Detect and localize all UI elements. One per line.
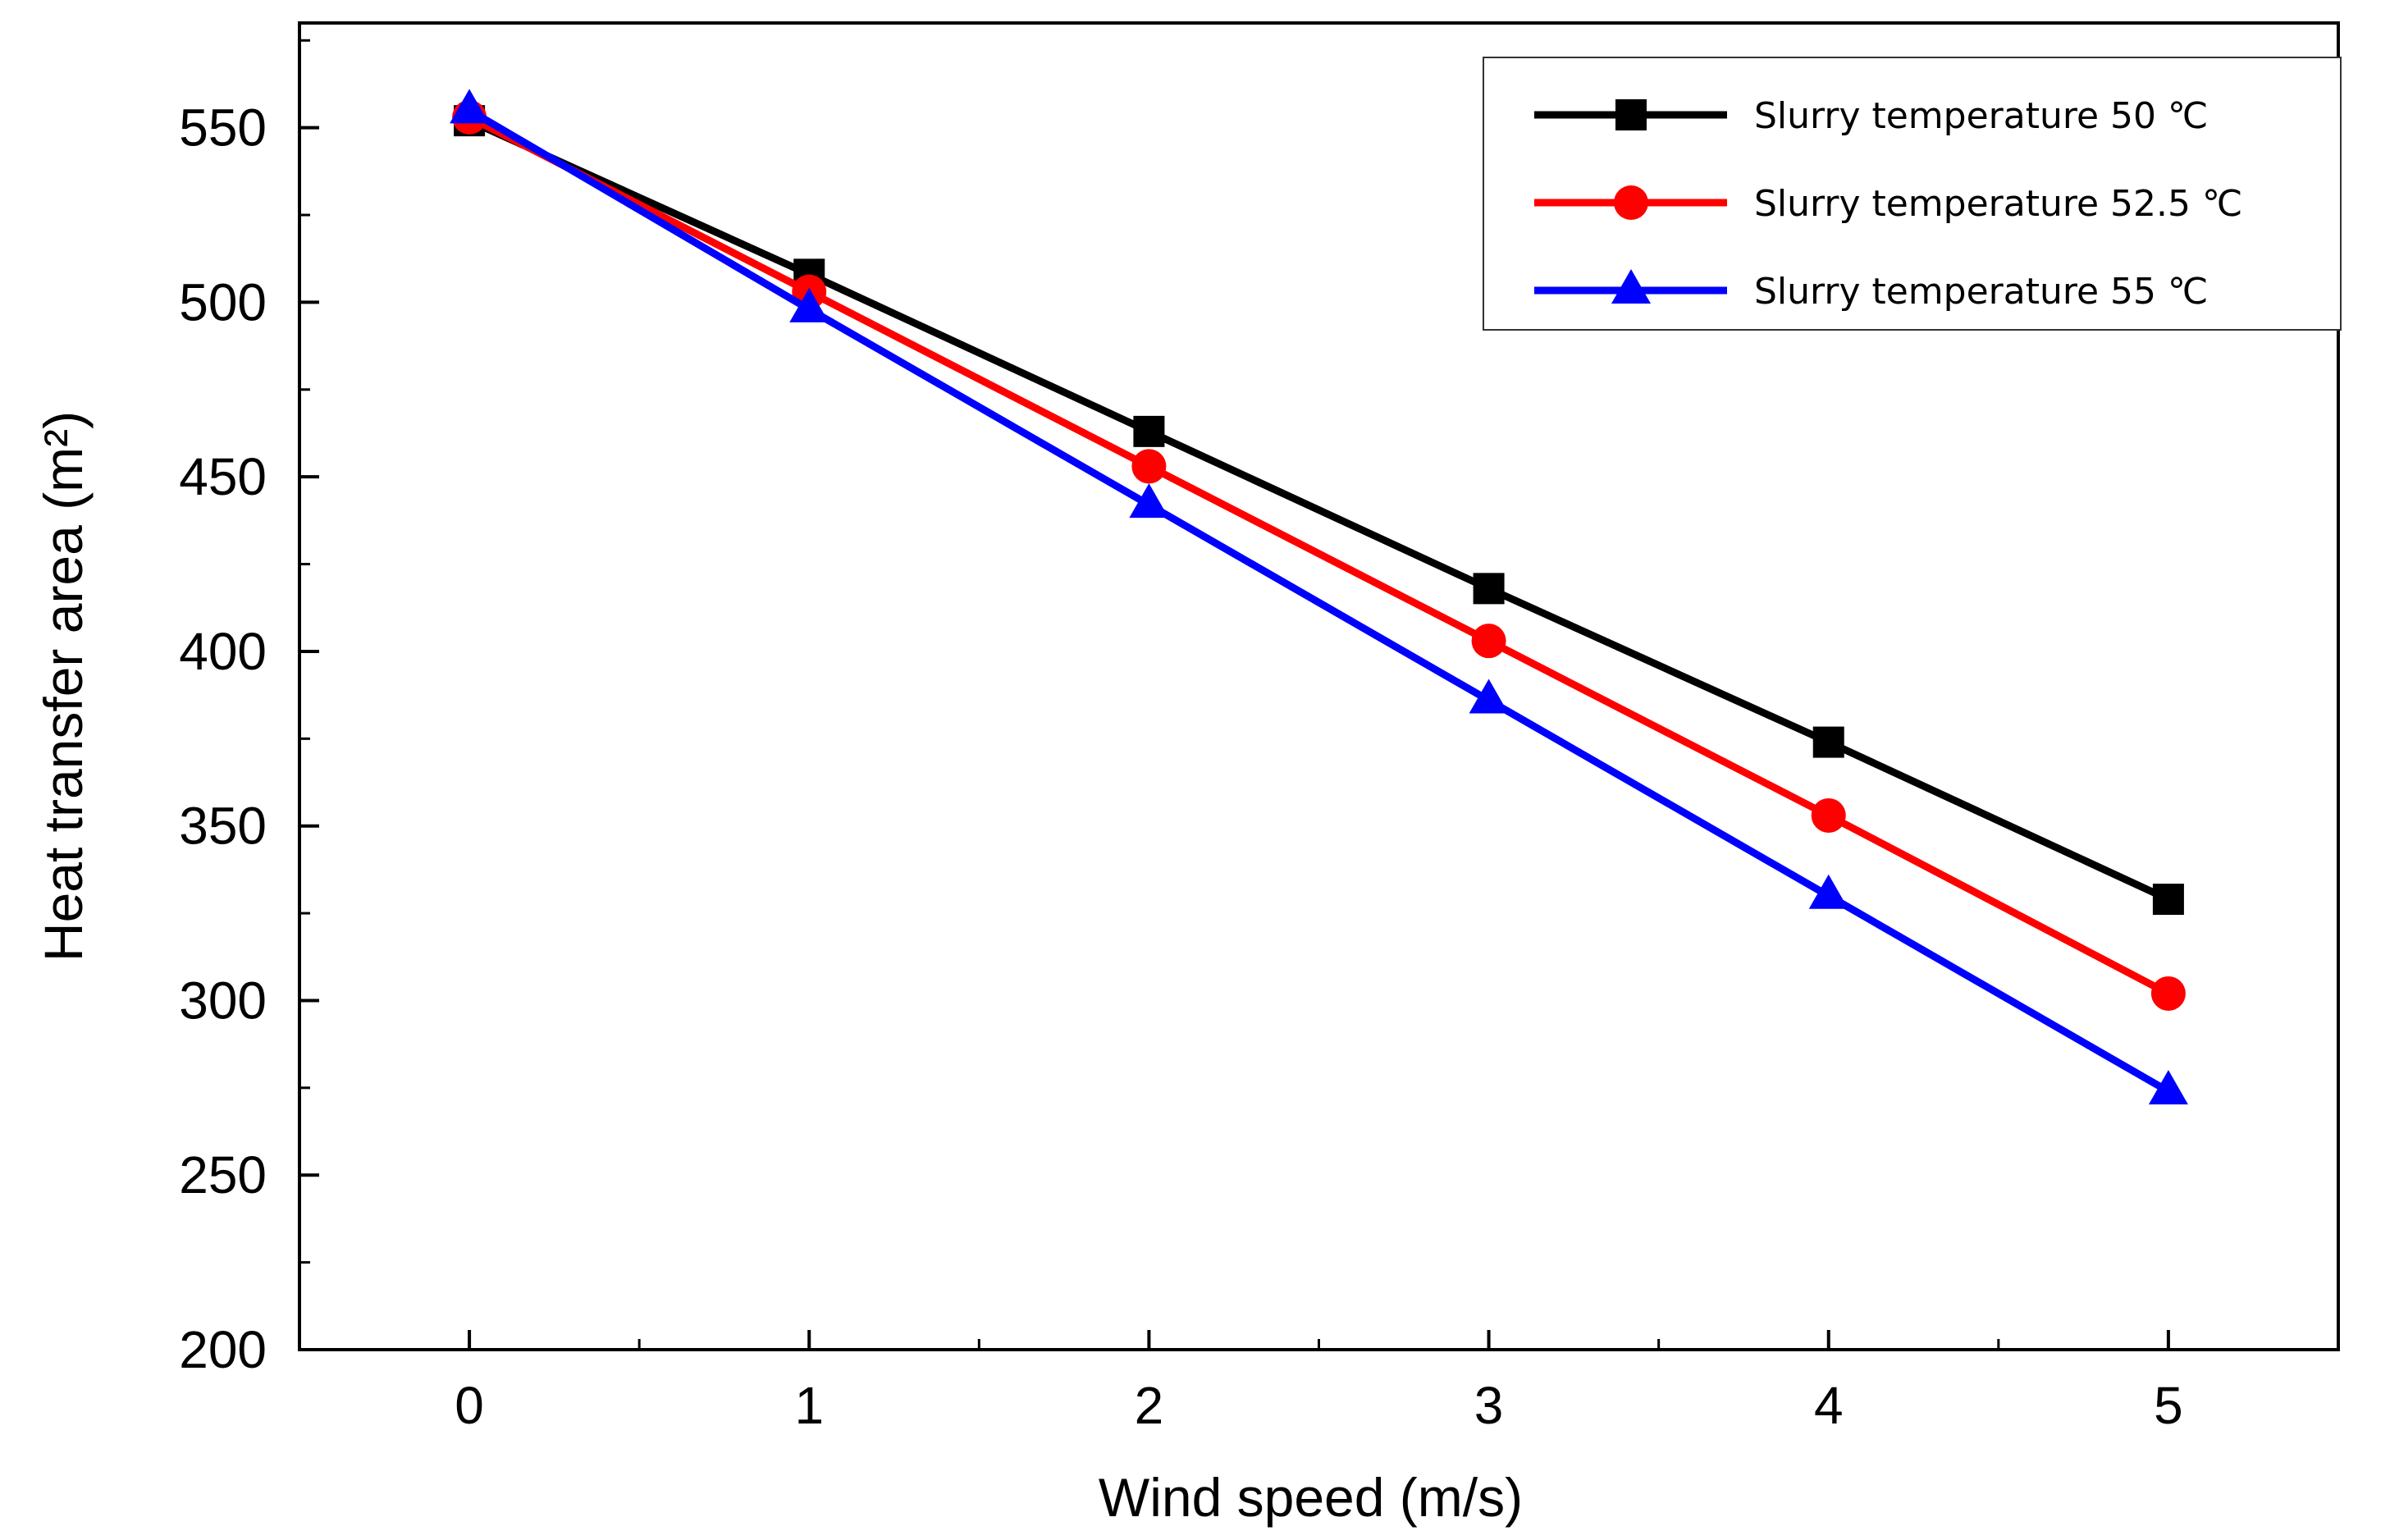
legend-marker-circle [1614,185,1648,220]
y-tick-label: 300 [179,971,267,1030]
y-tick-label: 350 [179,797,267,856]
x-tick-label: 1 [794,1376,824,1435]
y-tick-label: 200 [179,1320,267,1379]
series-line [467,107,2171,1095]
data-point-triangle [2148,1070,2188,1105]
data-point-triangle [1808,874,1848,909]
y-tick-label: 400 [179,622,267,681]
x-tick-label: 2 [1135,1376,1164,1435]
y-axis: 200 250 300 350 400 450 500 550 [179,39,319,1379]
x-axis-title: Wind speed (m/s) [1099,1467,1523,1528]
x-tick-label: 3 [1474,1376,1504,1435]
legend-marker-square [1615,99,1647,130]
data-point-circle [2150,976,2186,1011]
y-tick-label: 550 [179,98,267,158]
y-axis-title: Heat transfer area (m²) [33,411,94,962]
data-point-triangle [1129,483,1169,519]
data-point-square [2152,884,2184,916]
data-point-circle [1131,449,1167,484]
legend-label: Slurry temperature 52.5 ℃ [1754,183,2242,225]
series-line [468,117,2170,903]
x-tick-label: 5 [2154,1376,2183,1435]
data-point-triangle [789,287,829,322]
y-tick-label: 500 [179,272,267,331]
data-point-circle [1811,797,1846,833]
legend-label: Slurry temperature 55 ℃ [1754,271,2208,313]
x-tick-label: 4 [1814,1376,1844,1435]
y-tick-label: 250 [179,1145,267,1204]
series-line [468,113,2171,997]
data-point-square [1812,726,1844,758]
x-tick-label: 0 [455,1376,484,1435]
data-point-circle [1471,624,1506,659]
x-axis: 0 1 2 3 4 5 [455,1330,2340,1435]
y-tick-label: 450 [179,447,267,506]
series-circle [452,99,2186,1011]
legend-label: Slurry temperature 50 ℃ [1754,95,2208,137]
legend: Slurry temperature 50 ℃ Slurry temperatur… [1483,57,2342,331]
data-point-square [1133,415,1165,447]
series-triangle [450,89,2188,1105]
data-point-triangle [1469,679,1509,714]
series-layer [450,89,2188,1105]
data-point-triangle [450,89,490,124]
data-point-square [1473,573,1505,605]
legend-marker-triangle [1611,268,1651,304]
